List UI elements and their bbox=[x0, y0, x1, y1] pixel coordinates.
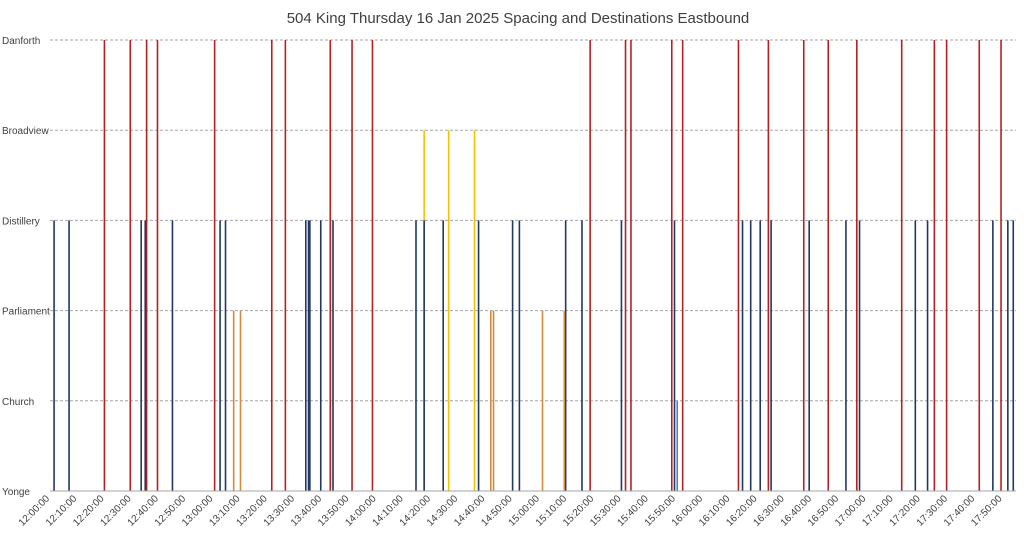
chart-title: 504 King Thursday 16 Jan 2025 Spacing an… bbox=[287, 10, 750, 27]
y-tick-label: Danforth bbox=[2, 36, 40, 47]
y-tick-label: Broadview bbox=[2, 126, 49, 137]
y-tick-label: Church bbox=[2, 397, 34, 408]
x-tick-labels: 12:00:0012:10:0012:20:0012:30:0012:40:00… bbox=[17, 493, 1005, 529]
y-tick-label: Yonge bbox=[2, 487, 30, 498]
gridlines bbox=[50, 39, 1016, 402]
y-tick-labels: Yonge Church Parliament Distillery Broadview… bbox=[2, 36, 50, 498]
departure-bars bbox=[53, 40, 1015, 491]
y-tick-label: Parliament bbox=[2, 307, 50, 318]
y-tick-label: Distillery bbox=[2, 216, 40, 227]
